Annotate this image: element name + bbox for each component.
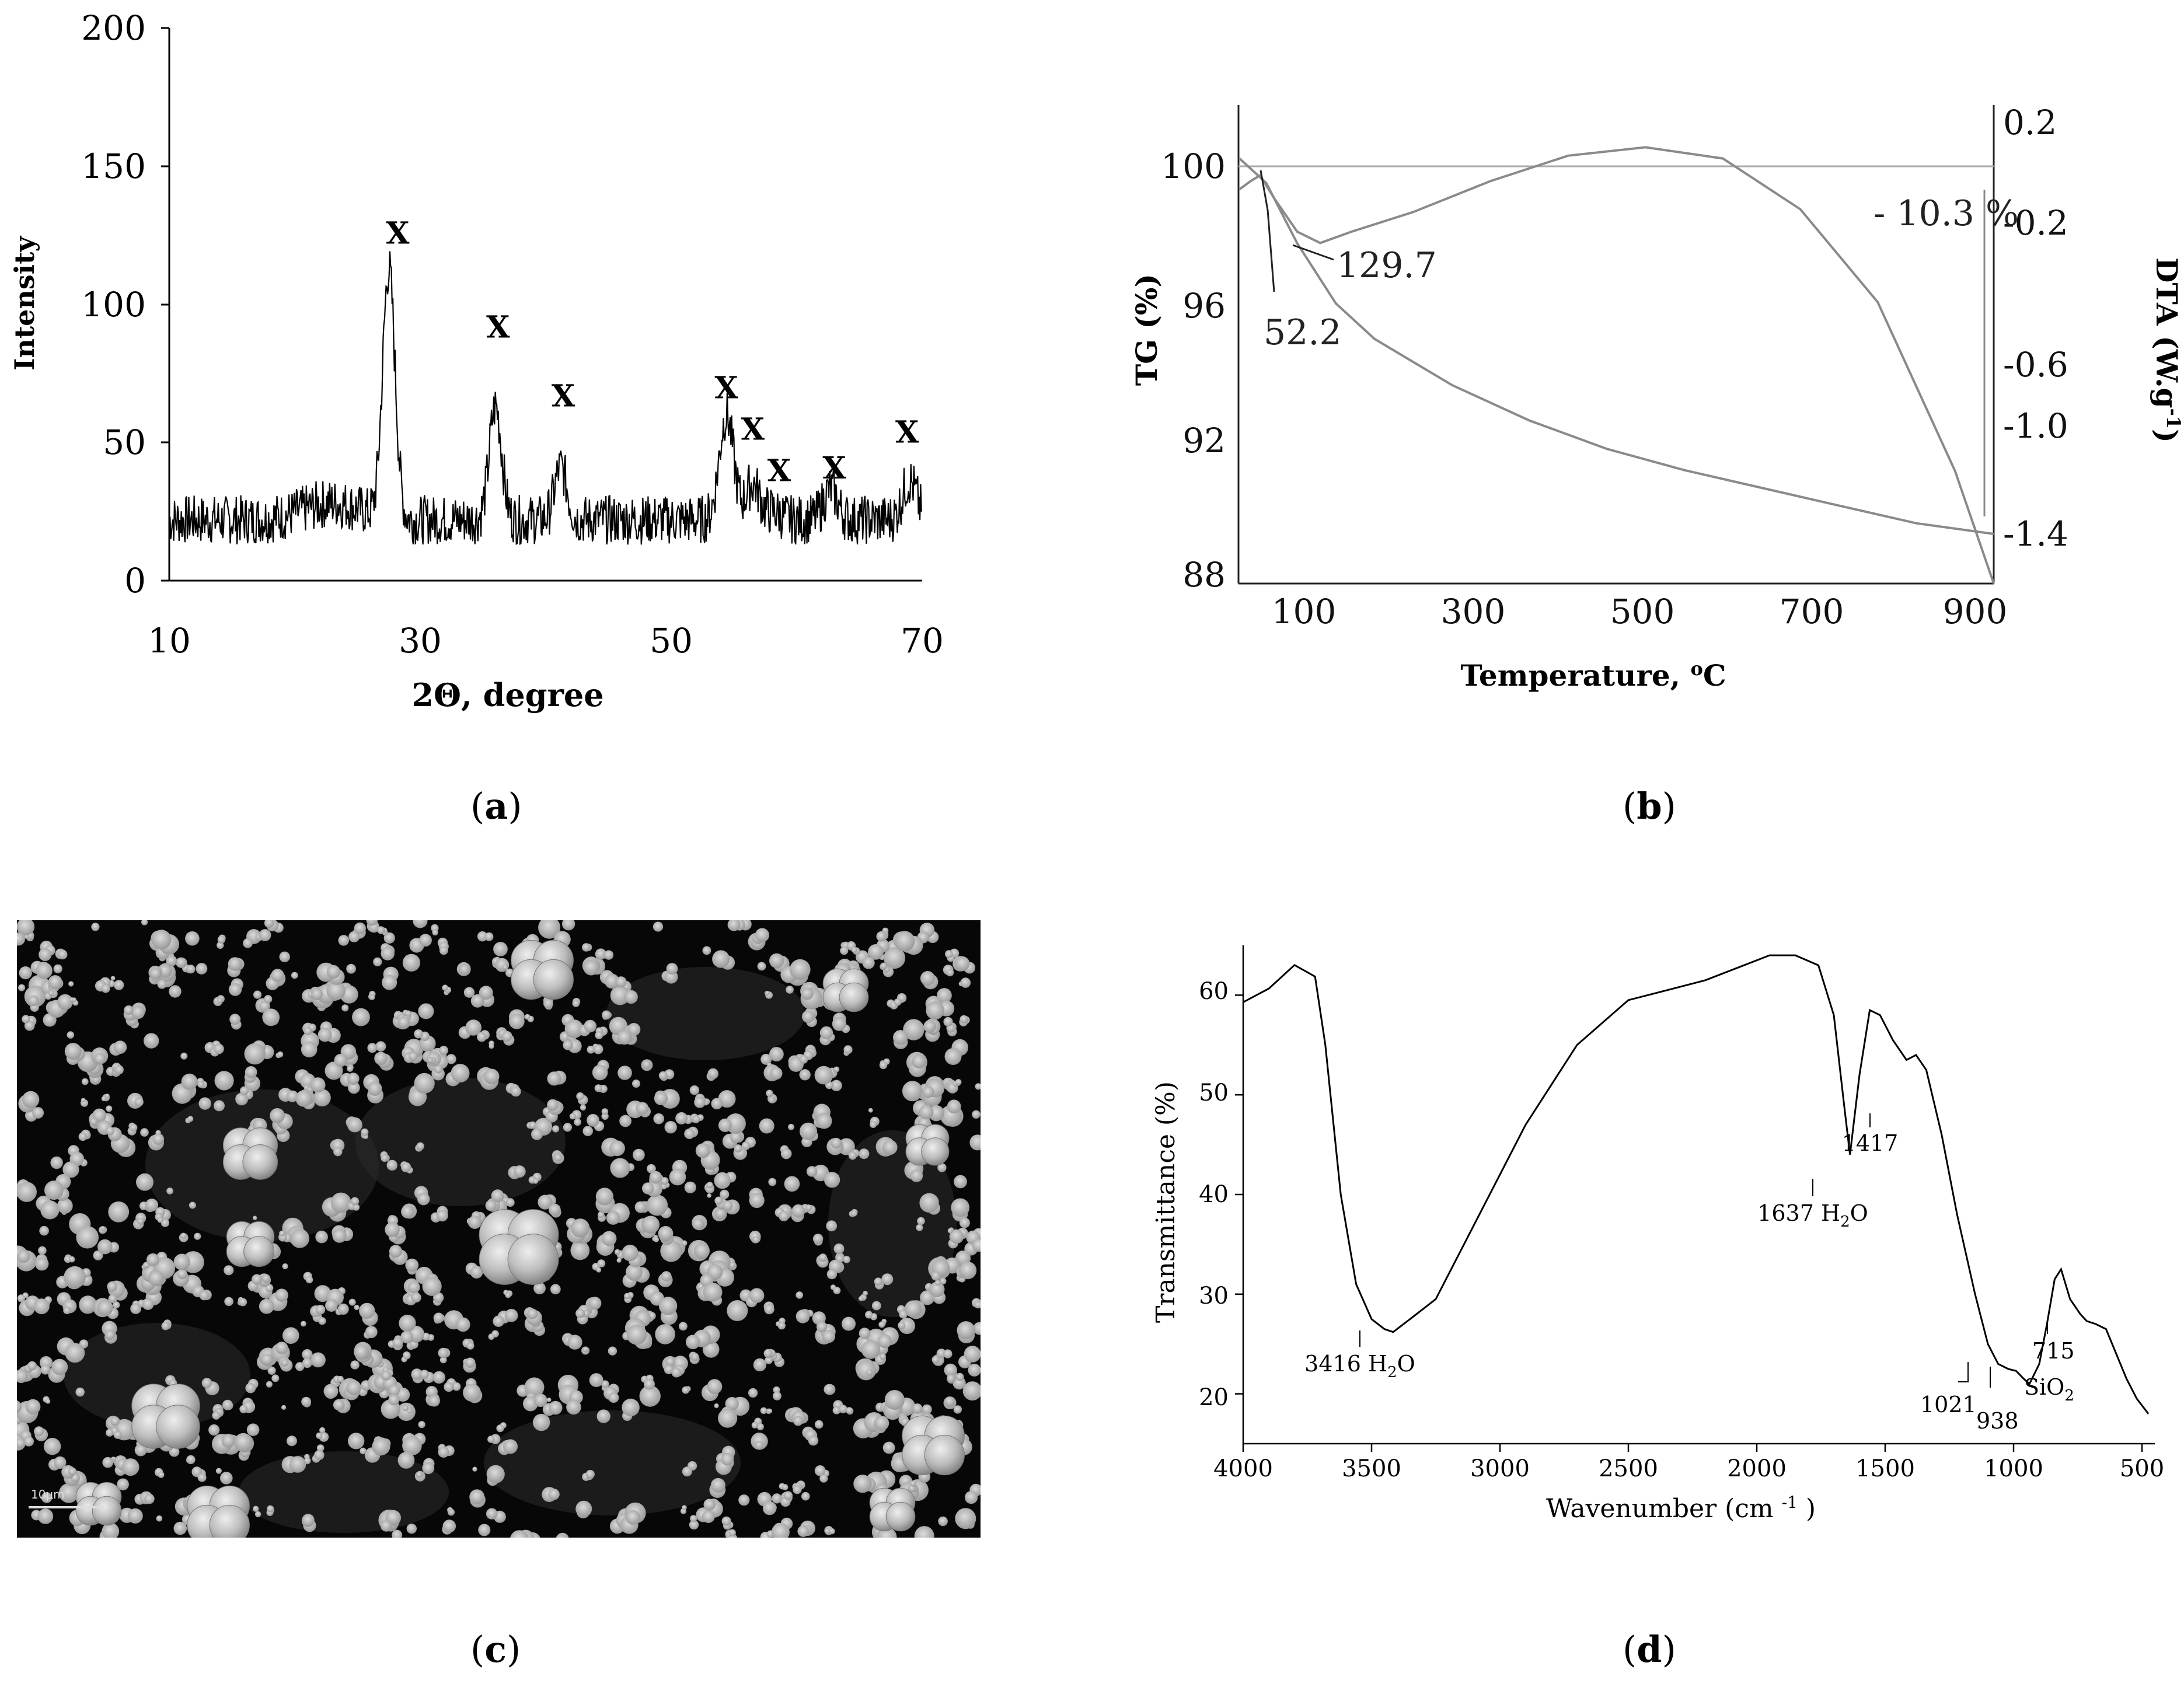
panel-label-c: (c)	[470, 1628, 521, 1671]
dta-peak-label: 52.2	[1264, 312, 1342, 353]
xrd-pattern-line	[168, 251, 922, 546]
ftir-xtick-label: 500	[2120, 1455, 2164, 1482]
xrd-peak-marker: X	[552, 379, 575, 414]
xrd-peak-marker: X	[486, 309, 510, 345]
xrd-ytick-label: 200	[81, 8, 146, 48]
xrd-peak-marker: X	[741, 412, 765, 448]
ftir-x-axis-title: Wavenumber (cm -1 )	[1546, 1493, 1816, 1524]
scale-bar	[29, 1506, 104, 1508]
xrd-peak-marker: X	[386, 215, 410, 251]
xrd-peak-marker: X	[822, 450, 846, 486]
xrd-xtick-label: 30	[399, 621, 442, 661]
tg-xtick-label: 500	[1610, 592, 1675, 631]
tg-y2tick-label: -0.6	[2003, 345, 2068, 385]
tg-ytick-label: 88	[1182, 555, 1226, 595]
xrd-ytick-label: 0	[124, 561, 146, 600]
panel-label-d: (d)	[1623, 1628, 1676, 1671]
xrd-ytick-label: 100	[81, 285, 146, 324]
ftir-ytick-label: 20	[1199, 1384, 1229, 1411]
tg-xtick-label: 100	[1272, 592, 1337, 631]
ftir-xtick-label: 1000	[1984, 1455, 2043, 1482]
dta-curve	[1238, 146, 1995, 584]
mass-loss-label: - 10.3 %	[1874, 193, 2019, 234]
ftir-xtick-label: 1500	[1855, 1455, 1915, 1482]
peak-129-leader	[1292, 244, 1334, 261]
xrd-ytick-label: 50	[103, 422, 146, 462]
xrd-x-axis-title: 2Θ, degree	[411, 676, 603, 714]
tg-xtick-label: 700	[1780, 592, 1844, 631]
ftir-ytick-label: 50	[1199, 1080, 1229, 1106]
tg-curve	[1238, 157, 1994, 535]
tg-y2tick-label: -1.4	[2003, 514, 2068, 554]
tg-y2tick-label: -1.0	[2003, 406, 2068, 446]
xrd-xtick-label: 70	[901, 621, 944, 661]
tg-y2-axis-title: DTA (W.g-1)	[2150, 257, 2184, 443]
ftir-peak-label: 1637 H2O	[1757, 1200, 1868, 1231]
ftir-xtick-label: 4000	[1213, 1455, 1273, 1482]
tg-ytick-label: 96	[1182, 286, 1226, 326]
ftir-ytick-label: 60	[1199, 978, 1229, 1005]
tg-ytick-label: 92	[1182, 421, 1226, 460]
peak-52-leader	[1260, 170, 1275, 292]
ftir-peak-label: SiO2	[2024, 1374, 2074, 1405]
ftir-xtick-label: 3000	[1470, 1455, 1530, 1482]
ftir-ytick-label: 40	[1199, 1181, 1229, 1208]
tg-xtick-label: 300	[1441, 592, 1506, 631]
ftir-xtick-label: 3500	[1342, 1455, 1401, 1482]
panel-label-b: (b)	[1623, 785, 1676, 827]
tg-ytick-label: 100	[1161, 146, 1226, 186]
ftir-peak-label: 938	[1976, 1408, 2019, 1434]
ftir-spectrum-line	[1243, 954, 2150, 1414]
tg-y-axis-title: TG (%)	[1129, 274, 1164, 386]
tg-y2tick-label: -0.2	[2003, 203, 2068, 243]
xrd-peak-marker: X	[767, 453, 791, 489]
xrd-peak-marker: X	[714, 370, 738, 406]
tg-xtick-label: 900	[1943, 592, 2008, 631]
sem-particles	[17, 920, 981, 1538]
xrd-ytick-label: 150	[81, 146, 146, 186]
sem-micrograph: 10μm	[17, 920, 981, 1538]
ftir-xtick-label: 2500	[1599, 1455, 1658, 1482]
ftir-y-axis-title: Transmittance (%)	[1151, 1081, 1181, 1323]
xrd-axes	[161, 27, 922, 582]
xrd-xtick-label: 50	[650, 621, 693, 661]
ftir-peak-label: 3416 H2O	[1304, 1351, 1415, 1381]
panel-label-a: (a)	[470, 785, 522, 827]
dta-peak-label: 129.7	[1337, 245, 1437, 286]
ftir-xtick-label: 2000	[1727, 1455, 1787, 1482]
xrd-chart: 0 50 100 150 200 10 30 50 70 2Θ, degree …	[9, 8, 944, 714]
xrd-xtick-label: 10	[148, 621, 191, 661]
tg-dta-chart: 88 92 96 100 0.2 -0.2 -0.6 -1.0 -1.4 100…	[1129, 103, 2184, 693]
scale-bar-label: 10μm	[31, 1487, 65, 1501]
ftir-peak-label: 1417	[1842, 1130, 1899, 1156]
ftir-ytick-label: 30	[1199, 1283, 1229, 1309]
ftir-1021-marker	[1958, 1362, 1969, 1382]
ftir-peak-label: 1021	[1920, 1392, 1977, 1417]
ftir-chart: 20 30 40 50 60 4000 3500 3000 2500 2000 …	[1151, 945, 2164, 1524]
tg-axes	[1237, 105, 1995, 585]
tg-x-axis-title: Temperature, oC	[1460, 658, 1726, 693]
tg-y2tick-label: 0.2	[2003, 103, 2057, 142]
ftir-peak-label: 715	[2032, 1338, 2075, 1364]
xrd-peak-marker: X	[895, 414, 919, 450]
xrd-y-axis-title: Intensity	[9, 236, 40, 371]
